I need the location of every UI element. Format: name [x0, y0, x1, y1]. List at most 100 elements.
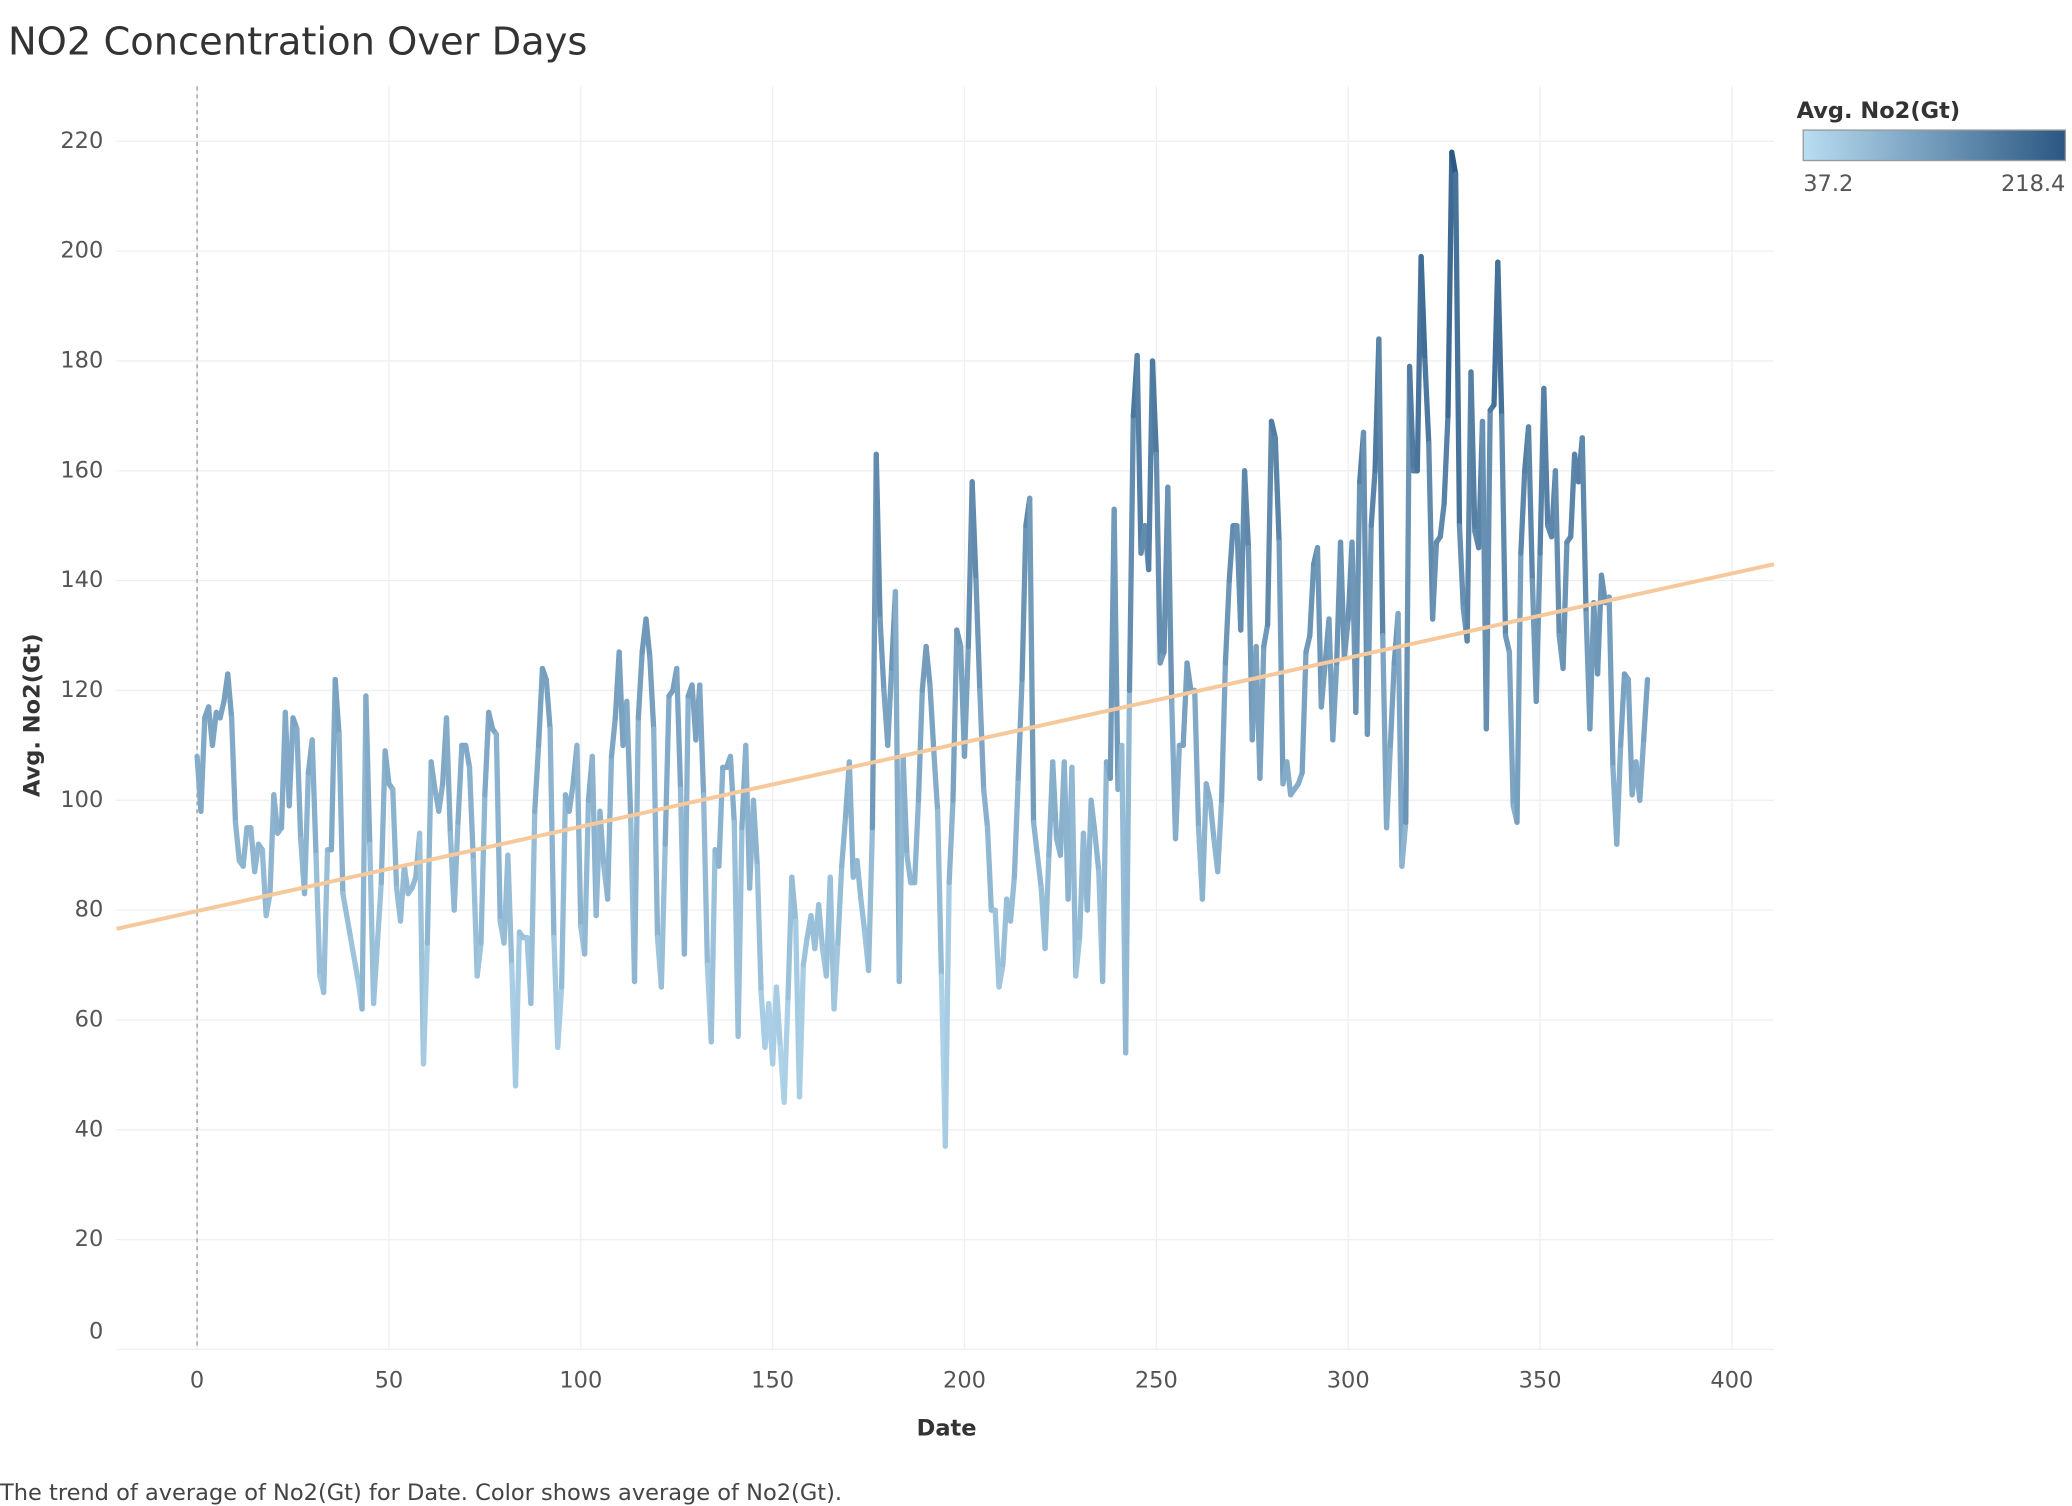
line-segment [1126, 413, 1136, 694]
line-segment [470, 858, 480, 979]
line-segment [635, 649, 645, 721]
line-segment [1099, 759, 1110, 985]
line-segment [1307, 561, 1317, 639]
line-segment [911, 797, 922, 886]
legend-gradient [1802, 129, 2067, 162]
line-segment [217, 698, 227, 721]
line-segment [631, 715, 641, 985]
x-tick-label: 300 [1327, 1368, 1370, 1394]
line-segment [1207, 797, 1217, 842]
line-segment [251, 841, 262, 875]
line-segment [1456, 523, 1466, 611]
line-segment [1069, 764, 1079, 979]
line-segment [535, 665, 546, 749]
line-segment [1418, 253, 1428, 364]
line-segment [931, 748, 941, 814]
line-segment [294, 726, 304, 842]
line-segment [225, 671, 235, 721]
line-segment [992, 907, 1002, 990]
line-segment [478, 792, 488, 946]
line-segment [420, 940, 430, 1067]
line-segment [543, 676, 553, 732]
line-segment [981, 786, 991, 831]
line-segment [209, 709, 219, 749]
line-segment [750, 797, 760, 869]
line-segment [735, 825, 745, 1040]
line-segment [336, 731, 346, 897]
line-segment [708, 847, 718, 1045]
line-segment [1007, 874, 1018, 924]
line-segment [651, 726, 661, 941]
line-segment [1368, 468, 1378, 529]
line-segment [858, 896, 868, 935]
line-segment [839, 814, 849, 869]
line-segment [681, 693, 691, 957]
line-segment [835, 863, 845, 946]
line-segment [1299, 649, 1309, 776]
line-segment [482, 709, 492, 798]
x-tick-label: 250 [1135, 1368, 1178, 1394]
x-tick-label: 150 [751, 1368, 794, 1394]
line-segment [1050, 759, 1060, 842]
x-tick-label: 0 [190, 1368, 204, 1394]
line-segment [904, 852, 914, 886]
line-segment [1376, 336, 1386, 639]
y-tick-label: 80 [75, 897, 104, 923]
line-segment [263, 890, 273, 919]
y-tick-label: 100 [60, 787, 103, 813]
line-segment [754, 863, 764, 996]
line-segment [1257, 643, 1267, 781]
line-segment [1314, 545, 1324, 710]
line-segment [996, 962, 1006, 990]
line-segment [1541, 385, 1551, 529]
line-segment [443, 715, 453, 836]
line-segment [643, 616, 653, 661]
legend-title: Avg. No2(Gt) [1797, 98, 1961, 124]
line-segment [1495, 259, 1505, 419]
trend-line [116, 562, 1775, 931]
line-segment [1383, 742, 1394, 831]
line-segment [1134, 352, 1144, 556]
line-segment [474, 940, 484, 979]
line-segment [1330, 660, 1340, 743]
x-tick-label: 200 [943, 1368, 986, 1394]
line-segment [1149, 358, 1159, 457]
y-tick-label: 60 [75, 1006, 104, 1032]
line-segment [347, 934, 361, 985]
line-segment [1406, 363, 1417, 474]
line-segment [1403, 363, 1413, 825]
line-segment [1525, 424, 1536, 584]
line-segment [900, 753, 910, 858]
line-segment [1579, 435, 1589, 617]
line-segment [1506, 649, 1516, 809]
line-segment [1468, 369, 1478, 534]
y-tick-label: 160 [60, 457, 103, 483]
line-segment [451, 819, 461, 913]
line-segment [658, 841, 668, 990]
line-segment [313, 852, 323, 979]
line-segment [555, 984, 565, 1051]
line-segment [340, 890, 354, 941]
line-segment [493, 731, 503, 924]
line-segment [566, 781, 576, 814]
line-segment [1222, 577, 1232, 666]
y-tick-label: 200 [60, 238, 103, 264]
line-segment [286, 715, 296, 809]
line-segment [401, 863, 411, 897]
line-segment [1449, 149, 1459, 177]
line-segment [1625, 676, 1635, 798]
line-segment [1441, 413, 1451, 507]
line-segment [1192, 687, 1202, 831]
line-segment [1172, 742, 1183, 842]
line-segment [796, 962, 806, 1100]
line-segment [363, 693, 373, 847]
line-segment [781, 995, 791, 1105]
line-segment [1353, 479, 1363, 716]
line-segment [846, 759, 856, 880]
line-segment [240, 825, 250, 869]
line-segment [1641, 676, 1651, 743]
x-tick-label: 350 [1519, 1368, 1562, 1394]
line-segment [528, 808, 538, 1007]
